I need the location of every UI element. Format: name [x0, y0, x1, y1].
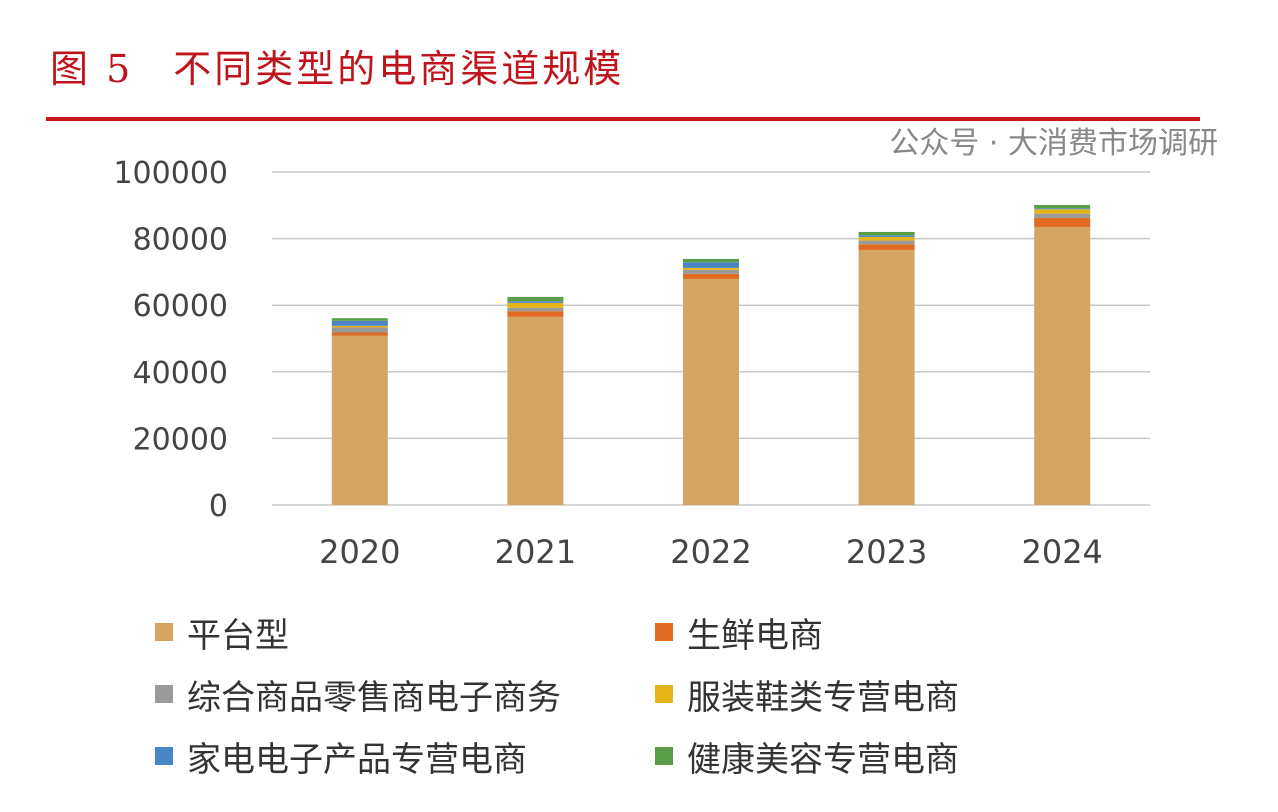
- legend-swatch: [155, 747, 173, 765]
- bar-segment: [858, 249, 915, 505]
- bar-segment: [683, 258, 739, 263]
- bar-segment: [858, 235, 915, 237]
- legend-label: 综合商品零售商电子商务: [187, 677, 561, 718]
- legend-label: 健康美容专营电商: [687, 739, 959, 780]
- bar-segment: [507, 316, 564, 505]
- legend-item: 家电电子产品专营电商: [155, 736, 655, 780]
- figure-number: 图 5: [50, 47, 134, 91]
- legend-item: 生鲜电商: [655, 612, 1035, 656]
- legend-item: 平台型: [155, 612, 655, 656]
- legend-swatch: [155, 685, 173, 703]
- legend-swatch: [155, 623, 173, 641]
- bar-segment: [683, 278, 739, 505]
- bar-segment: [507, 296, 564, 302]
- stacked-bar-chart: 0 20000 40000 60000 80000 100000 2020 2021 2022 2…: [113, 156, 1150, 571]
- bar-segment: [331, 318, 388, 321]
- bar-segment: [858, 231, 915, 236]
- legend-label: 生鲜电商: [687, 615, 823, 656]
- bar-segment: [858, 240, 915, 245]
- x-tick-label: 2020: [319, 533, 400, 571]
- legend-item: 健康美容专营电商: [655, 736, 1035, 780]
- legend: 平台型 生鲜电商综合商品零售商电子商务 服装鞋类专营电商家电电子产品专营电商 健康美容…: [155, 612, 1035, 780]
- bar-segment: [1034, 208, 1091, 210]
- bar-segment: [331, 325, 388, 328]
- bar-segment: [858, 236, 915, 241]
- bar-segment: [1034, 226, 1091, 505]
- bar-segment: [858, 244, 915, 250]
- watermark: 公众号 · 大消费市场调研: [889, 126, 1218, 161]
- bar-segment: [683, 262, 739, 268]
- legend-label: 家电电子产品专营电商: [187, 739, 527, 780]
- x-tick-label: 2022: [670, 533, 751, 571]
- title-text: 不同类型的电商渠道规模: [173, 47, 625, 91]
- bar-segment: [331, 335, 388, 505]
- bar-segment: [683, 267, 739, 270]
- bar-segment: [1034, 213, 1091, 218]
- legend-swatch: [655, 623, 673, 641]
- bar-segment: [1034, 204, 1091, 209]
- legend-swatch: [655, 747, 673, 765]
- bar-segment: [507, 307, 564, 312]
- bar-segment: [1034, 209, 1091, 214]
- legend-label: 服装鞋类专营电商: [687, 677, 959, 718]
- bar-segment: [331, 327, 388, 333]
- bar-segment: [507, 311, 564, 317]
- bar-segment: [1034, 217, 1091, 227]
- y-tick-label: 100000: [113, 156, 228, 191]
- bar-segment: [683, 273, 739, 279]
- y-tick-label: 20000: [133, 422, 228, 457]
- bar-segment: [331, 332, 388, 336]
- x-tick-label: 2024: [1021, 533, 1102, 571]
- y-tick-label: 60000: [133, 289, 228, 324]
- legend-swatch: [655, 685, 673, 703]
- legend-item: 服装鞋类专营电商: [655, 674, 1035, 718]
- x-tick-label: 2023: [846, 533, 927, 571]
- y-tick-label: 0: [209, 489, 228, 524]
- bar-segment: [683, 269, 739, 274]
- y-tick-label: 80000: [133, 223, 228, 258]
- chart-title: 图 5 不同类型的电商渠道规模: [50, 38, 624, 93]
- x-tick-label: 2021: [495, 533, 576, 571]
- y-tick-label: 40000: [133, 356, 228, 391]
- legend-item: 综合商品零售商电子商务: [155, 674, 655, 718]
- bar-segment: [331, 320, 388, 326]
- title-rule: [46, 117, 1200, 121]
- bar-segment: [507, 302, 564, 308]
- bar-segment: [507, 301, 564, 303]
- legend-label: 平台型: [187, 615, 289, 656]
